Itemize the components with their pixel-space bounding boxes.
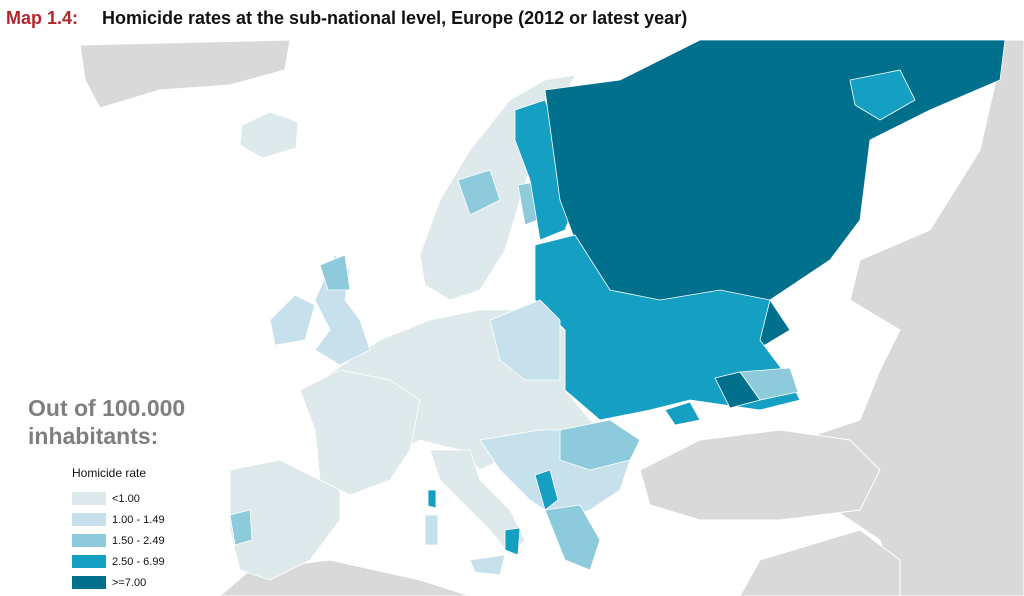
legend-label: 1.50 - 2.49	[112, 535, 165, 547]
legend-swatch	[72, 576, 106, 589]
caucasus-b	[714, 371, 761, 409]
map-title: Homicide rates at the sub-national level…	[102, 8, 687, 28]
turkey	[639, 429, 881, 521]
greenland	[79, 39, 291, 109]
crimea	[664, 401, 701, 426]
sicily	[469, 554, 506, 576]
middle-east	[739, 529, 901, 596]
corsica	[427, 489, 437, 509]
russia-north	[849, 69, 916, 121]
sardinia	[424, 514, 439, 546]
baltics-poland	[489, 299, 561, 381]
france	[299, 369, 421, 496]
note-line: inhabitants:	[28, 423, 158, 449]
ireland	[269, 294, 316, 346]
greece	[544, 504, 601, 571]
legend-swatch	[72, 513, 106, 526]
legend-swatch	[72, 492, 106, 505]
map-label: Map 1.4:	[6, 8, 78, 28]
legend-swatch	[72, 555, 106, 568]
montenegro	[534, 469, 559, 511]
legend-label: 2.50 - 6.99	[112, 556, 165, 568]
iberia	[229, 459, 341, 581]
note-line: Out of 100.000	[28, 395, 185, 421]
legend-title: Homicide rate	[72, 466, 146, 480]
calabria	[504, 527, 521, 556]
legend-swatch	[72, 534, 106, 547]
romania	[559, 419, 641, 471]
iceland	[239, 111, 299, 159]
legend-label: 1.00 - 1.49	[112, 514, 165, 526]
legend-label: <1.00	[112, 493, 140, 505]
norway-north	[457, 169, 501, 216]
portugal-south	[229, 509, 253, 546]
scotland	[319, 254, 351, 291]
legend-label: >=7.00	[112, 577, 146, 589]
